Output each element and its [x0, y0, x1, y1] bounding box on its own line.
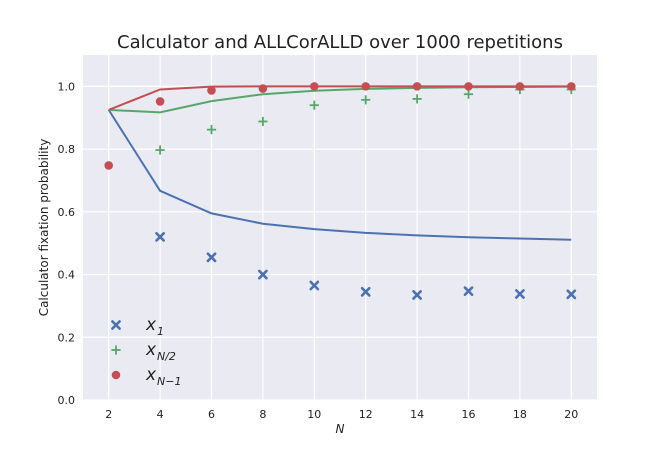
legend-marker-0 — [111, 320, 121, 330]
x-tick-label: 12 — [359, 408, 373, 421]
data-point-series-0 — [514, 289, 525, 299]
data-point-series-0-stroke — [206, 252, 217, 263]
x-tick-label: 20 — [564, 408, 578, 421]
data-point-series-2 — [104, 161, 113, 170]
data-point-series-0-stroke — [309, 280, 320, 291]
data-point-series-0 — [155, 232, 165, 242]
data-point-series-0 — [257, 269, 268, 280]
y-tick-label: 0.0 — [58, 394, 76, 407]
data-point-series-0 — [463, 286, 474, 297]
x-tick-label: 8 — [259, 408, 266, 421]
series-line-0 — [107, 109, 572, 241]
chart-title: Calculator and ALLCorALLD over 1000 repe… — [117, 32, 563, 53]
legend-marker-0-stroke — [111, 320, 121, 330]
y-tick-label: 0.8 — [58, 143, 76, 156]
x-tick-label: 4 — [157, 408, 164, 421]
legend-label-2: x — [145, 365, 157, 385]
data-point-series-0-stroke — [155, 232, 165, 242]
y-tick-label: 0.4 — [58, 269, 76, 282]
legend-label-subscript-0: 1 — [157, 325, 164, 338]
y-tick-label: 1.0 — [58, 80, 76, 93]
series-line-2 — [108, 85, 572, 111]
data-point-series-0 — [309, 280, 320, 291]
grid-layer — [83, 55, 597, 401]
data-point-series-0-stroke — [566, 289, 577, 300]
legend-label-subscript-2: N−1 — [157, 375, 181, 388]
tick-labels-layer: 2 4 6 8 10 12 14 16 18 20 0.0 0.2 0.4 0.6 0.8 1.0 — [58, 80, 579, 421]
data-point-series-2 — [155, 97, 165, 106]
data-point-series-2 — [464, 82, 473, 91]
x-axis-label: N — [336, 422, 345, 436]
data-point-series-0 — [412, 290, 423, 300]
data-point-series-0 — [206, 252, 217, 263]
data-point-series-2 — [258, 84, 268, 93]
y-tick-label: 0.2 — [58, 331, 76, 344]
data-point-series-2 — [412, 82, 422, 91]
data-point-series-0-stroke — [412, 290, 423, 300]
y-tick-label: 0.6 — [58, 206, 76, 219]
legend-label-1: x — [145, 340, 157, 360]
y-axis-label: Calculator fixation probability — [37, 139, 51, 317]
series-points-layer — [104, 82, 577, 300]
legend-marker-1 — [111, 345, 121, 355]
data-point-series-2 — [310, 82, 319, 91]
data-point-series-0 — [566, 289, 577, 300]
x-tick-label: 16 — [462, 408, 476, 421]
data-point-series-2 — [515, 82, 525, 91]
x-tick-label: 14 — [410, 408, 424, 421]
data-point-series-0-stroke — [257, 269, 268, 280]
data-point-series-2 — [361, 82, 371, 91]
legend-label-0: x — [145, 315, 157, 335]
series-lines-layer — [107, 85, 572, 241]
data-point-series-1 — [463, 89, 474, 99]
x-tick-label: 18 — [513, 408, 527, 421]
data-point-series-1 — [258, 116, 268, 127]
data-point-series-1 — [309, 100, 319, 110]
data-point-series-1 — [155, 145, 165, 155]
x-tick-label: 2 — [105, 408, 112, 421]
data-point-series-2 — [207, 86, 216, 95]
x-tick-label: 10 — [307, 408, 321, 421]
data-point-series-0-stroke — [514, 289, 525, 299]
plot-background — [83, 55, 597, 400]
legend-label-subscript-1: N/2 — [157, 350, 176, 363]
data-point-series-2 — [567, 82, 576, 91]
data-point-series-1 — [412, 94, 422, 104]
data-point-series-0-stroke — [360, 286, 371, 297]
data-point-series-1 — [206, 125, 217, 135]
legend: x 1x N/2x N−1 — [111, 315, 181, 388]
data-point-series-0-stroke — [463, 286, 474, 297]
legend-marker-2 — [111, 370, 121, 380]
data-point-series-0 — [360, 286, 371, 297]
data-point-series-1 — [361, 95, 371, 105]
x-tick-label: 6 — [208, 408, 215, 421]
